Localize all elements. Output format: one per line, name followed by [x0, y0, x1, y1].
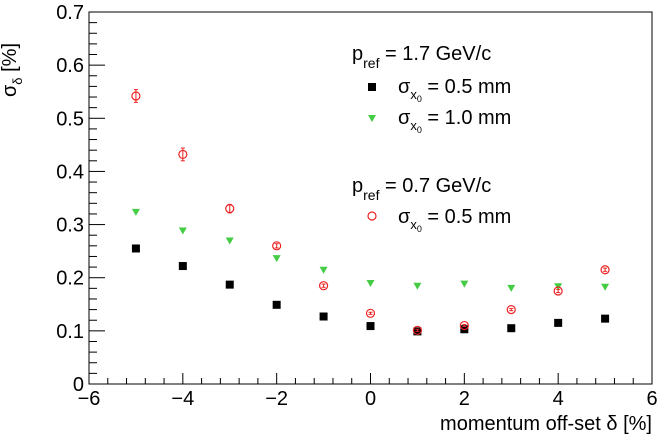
y-tick-label: 0	[73, 374, 84, 396]
legend-entry-label: σx0 = 1.0 mm	[398, 107, 511, 135]
y-tick-label: 0.2	[56, 268, 84, 290]
data-point-triangle	[131, 208, 140, 216]
legend-header-1: pref = 1.7 GeV/c	[352, 43, 491, 71]
x-axis-label: momentum off-set δ [%]	[440, 413, 652, 435]
data-point-triangle	[225, 237, 234, 245]
data-point-triangle	[413, 282, 422, 290]
x-tick-label: 6	[646, 388, 657, 410]
data-point-square	[272, 300, 281, 309]
y-axis-ticks: 0 0.1 0.2 0.3 0.4 0.5 0.6 0.7	[56, 2, 105, 396]
data-series	[131, 89, 610, 336]
data-point-circle	[459, 320, 469, 331]
legend-entry-3: σx0 = 0.5 mm	[367, 206, 511, 234]
legend: pref = 1.7 GeV/c σx0 = 0.5 mm σx0 = 1.0 …	[352, 43, 511, 234]
y-tick-label: 0.3	[56, 215, 84, 237]
series-3	[131, 89, 610, 335]
y-tick-label: 0.7	[56, 2, 84, 24]
data-point-circle	[600, 265, 610, 275]
data-point-triangle	[178, 227, 187, 235]
data-point-circle	[318, 281, 329, 291]
data-point-triangle	[460, 280, 469, 288]
legend-header-2: pref = 0.7 GeV/c	[352, 175, 491, 203]
x-tick-label: −4	[171, 388, 194, 410]
data-point-circle	[506, 305, 516, 315]
legend-marker-square	[368, 83, 376, 91]
data-point-triangle	[507, 284, 516, 292]
y-axis-label: σδ [%]	[0, 43, 25, 97]
legend-entry-1: σx0 = 0.5 mm	[368, 76, 511, 104]
data-point-square	[225, 280, 234, 289]
legend-entry-label: σx0 = 0.5 mm	[398, 206, 511, 234]
x-tick-label: 0	[365, 388, 376, 410]
series-2	[131, 208, 610, 292]
data-point-circle	[178, 149, 188, 160]
x-tick-label: −2	[265, 388, 288, 410]
x-tick-label: 2	[459, 388, 470, 410]
data-point-circle	[131, 91, 141, 101]
y-tick-label: 0.4	[56, 161, 84, 183]
x-axis-ticks: −6 −4 −2 0 2 4 6	[78, 373, 657, 410]
legend-entry-2: σx0 = 1.0 mm	[368, 107, 511, 135]
series-1	[131, 244, 610, 336]
data-point-square	[601, 314, 610, 323]
data-point-square	[319, 312, 328, 321]
y-tick-label: 0.6	[56, 55, 84, 77]
data-point-square	[507, 324, 516, 333]
data-point-square	[366, 322, 375, 331]
data-point-square	[131, 244, 140, 253]
y-tick-label: 0.5	[56, 108, 84, 130]
data-point-circle	[225, 204, 235, 214]
x-tick-label: 4	[553, 388, 564, 410]
x-tick-label: −6	[78, 388, 101, 410]
data-point-square	[554, 318, 563, 327]
data-point-triangle	[366, 280, 375, 288]
data-point-square	[178, 262, 187, 271]
data-point-triangle	[319, 266, 328, 274]
data-point-triangle	[601, 283, 610, 291]
data-point-circle	[365, 308, 376, 318]
legend-entry-label: σx0 = 0.5 mm	[398, 76, 511, 104]
legend-marker-circle	[367, 211, 377, 221]
y-tick-label: 0.1	[56, 321, 84, 343]
data-point-circle	[272, 241, 282, 251]
data-point-triangle	[272, 255, 281, 263]
data-point-circle	[412, 325, 423, 335]
data-point-circle	[553, 286, 563, 296]
legend-marker-triangle	[368, 115, 376, 122]
